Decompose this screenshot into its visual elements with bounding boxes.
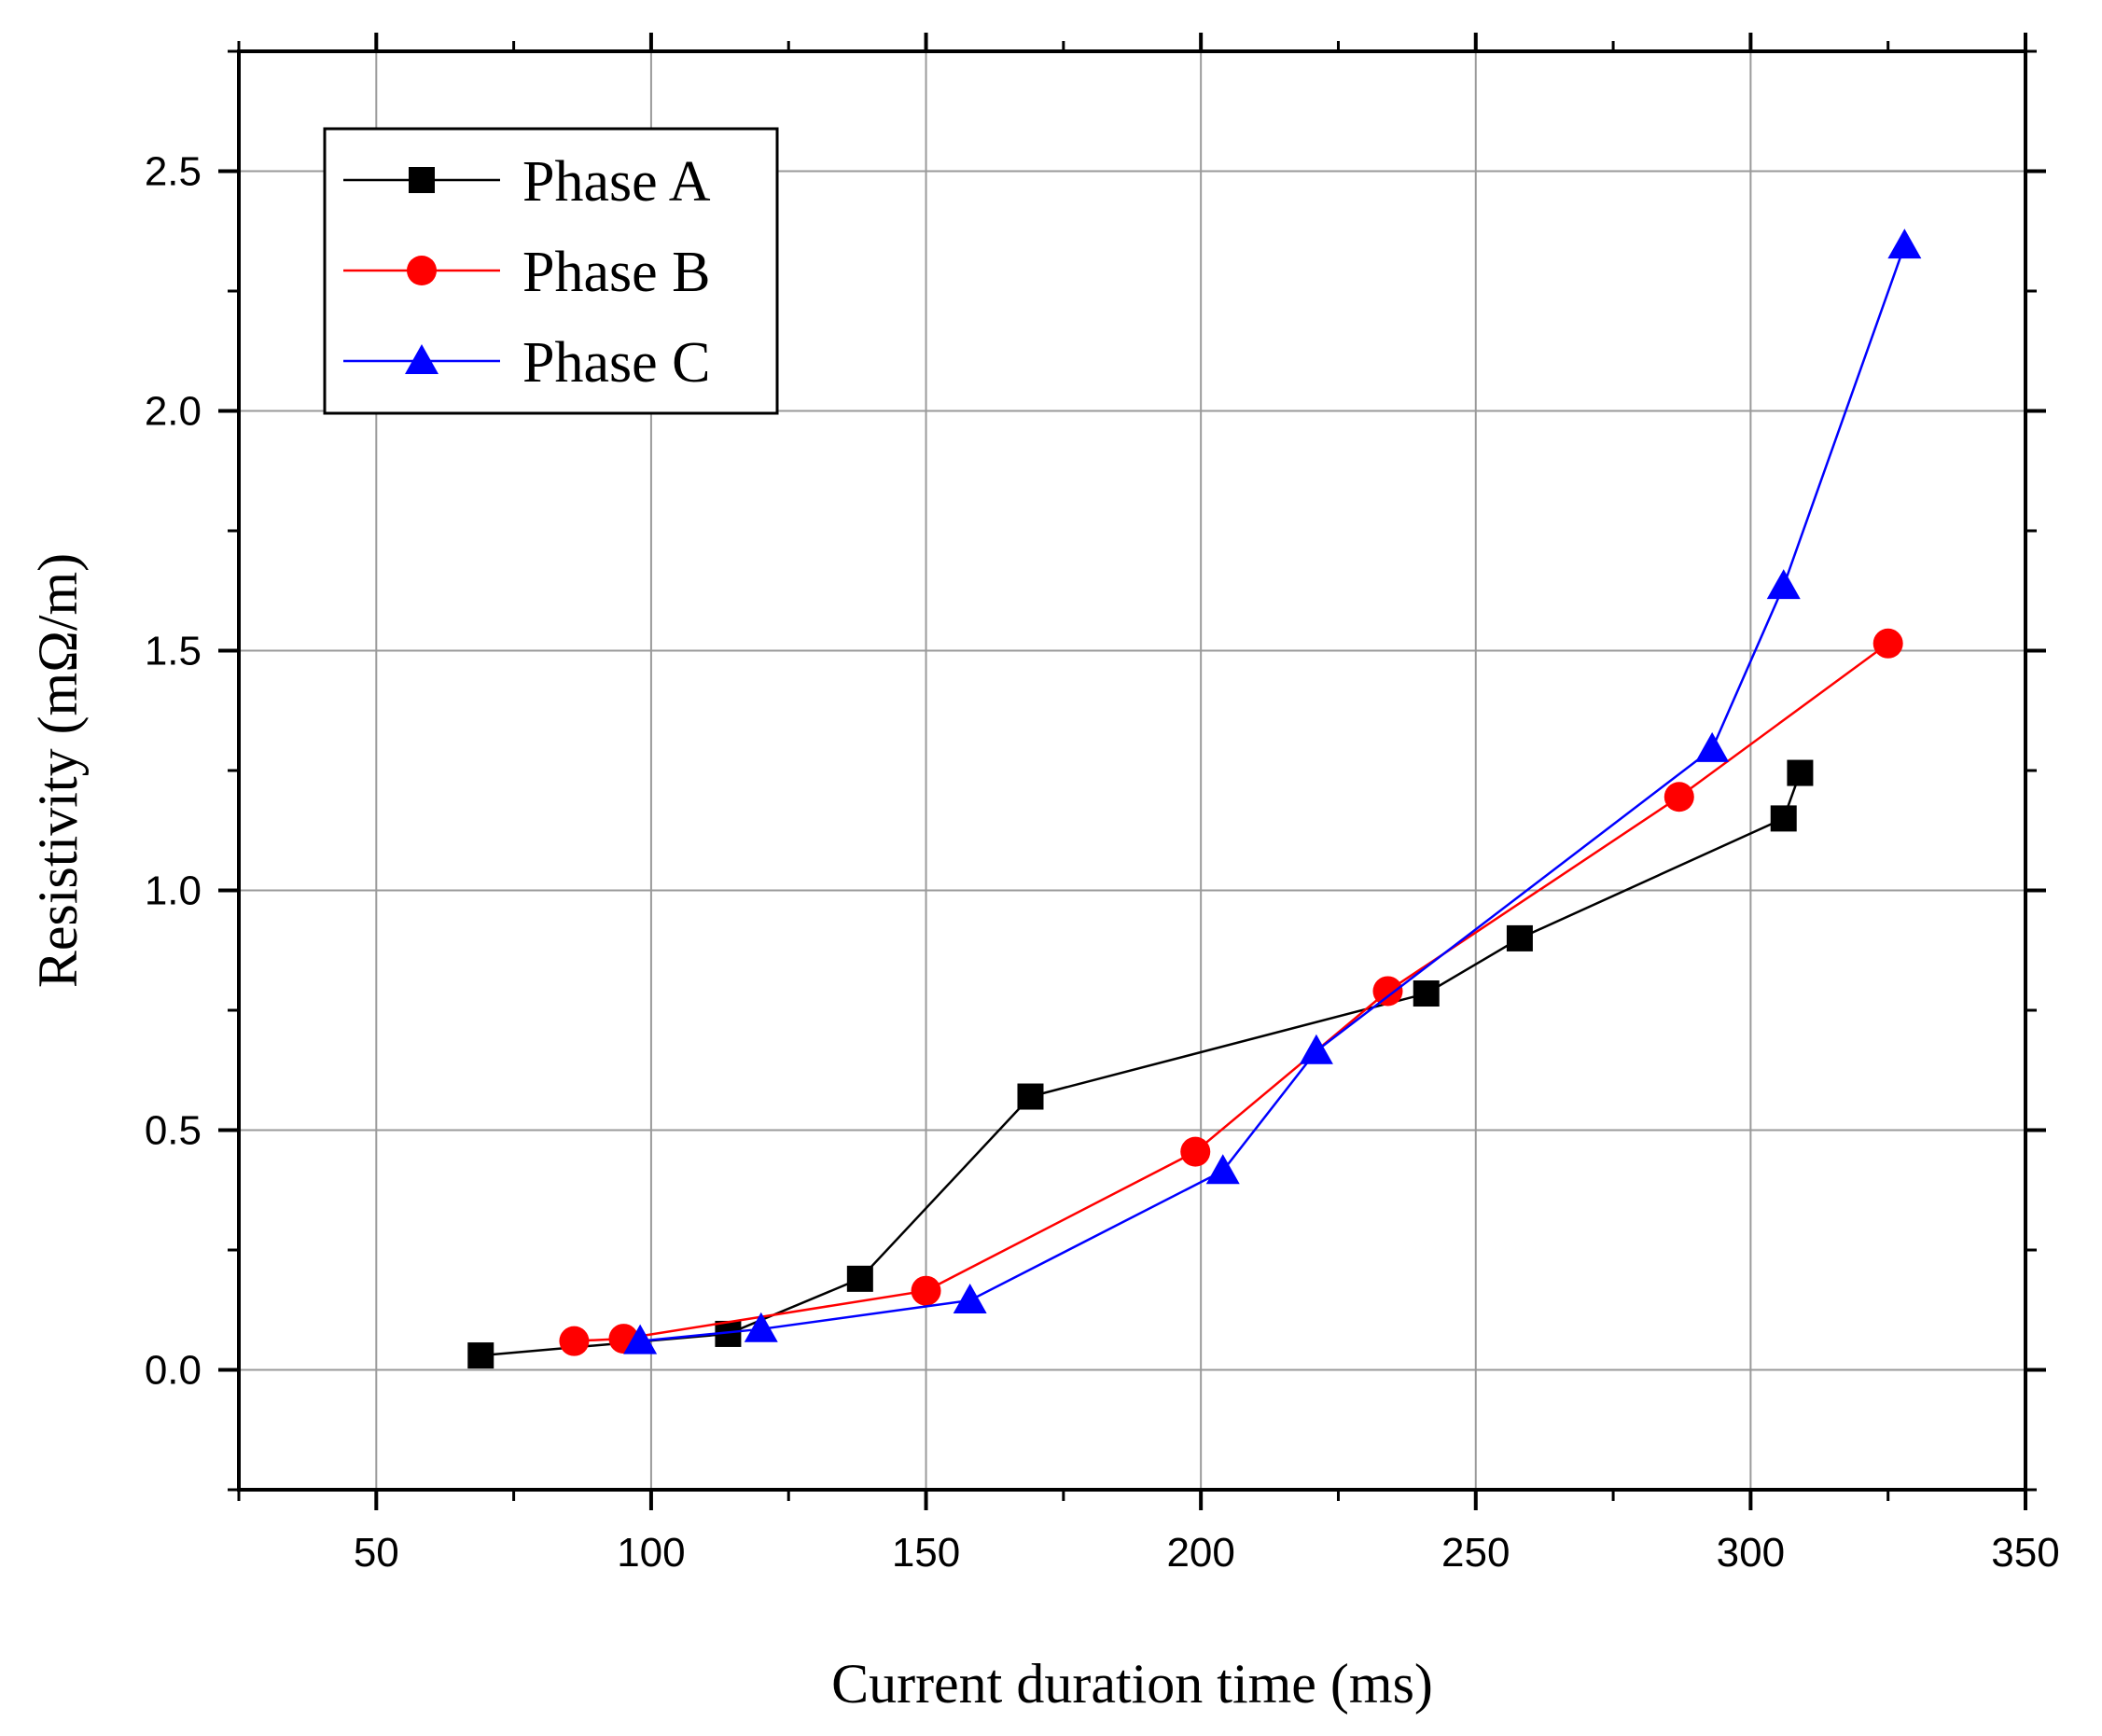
- legend-marker-phase-b: [407, 256, 437, 285]
- phase-a-point: [1770, 805, 1797, 832]
- phase-a-point: [1506, 924, 1533, 951]
- phase-b-point: [1372, 976, 1403, 1007]
- x-axis-title: Current duration time (ms): [831, 1653, 1433, 1715]
- phase-b-point: [1664, 782, 1694, 812]
- phase-c-line: [640, 244, 1906, 1342]
- legend-label-phase-a: Phase A: [522, 150, 711, 214]
- phase-a-point: [846, 1265, 873, 1292]
- phase-c-point: [1299, 1034, 1333, 1064]
- phase-a-point: [1413, 980, 1440, 1007]
- phase-b-point: [1872, 628, 1903, 659]
- y-tick-label: 1.0: [145, 868, 202, 914]
- y-tick-label: 0.5: [145, 1108, 202, 1154]
- phase-b-point: [1180, 1136, 1211, 1167]
- x-tick-label: 200: [1166, 1530, 1234, 1576]
- y-tick-label: 0.0: [145, 1348, 202, 1394]
- phase-a-point: [467, 1342, 494, 1369]
- x-tick-label: 250: [1441, 1530, 1510, 1576]
- phase-c-point: [623, 1324, 658, 1354]
- legend-marker-phase-c: [405, 344, 438, 374]
- legend: Phase A Phase B Phase C: [323, 127, 779, 415]
- legend-label-phase-b: Phase B: [522, 241, 711, 304]
- y-tick-label: 2.5: [145, 149, 202, 195]
- phase-a-line: [480, 772, 1802, 1357]
- phase-c-point: [1887, 229, 1922, 259]
- phase-c-point: [1766, 569, 1801, 600]
- y-tick-label: 1.5: [145, 629, 202, 674]
- phase-a-point: [1017, 1083, 1044, 1110]
- phase-a-point: [1787, 759, 1814, 786]
- phase-b-point: [911, 1275, 941, 1306]
- phase-c-point: [953, 1283, 987, 1313]
- tick-labels: 50 100 150 200 250 300 350 0.0 0.5 1.0 1.5 2.0 2.5: [145, 149, 2060, 1576]
- y-tick-label: 2.0: [145, 389, 202, 435]
- x-tick-label: 300: [1717, 1530, 1785, 1576]
- legend-marker-phase-a: [409, 167, 435, 193]
- x-tick-label: 150: [892, 1530, 960, 1576]
- y-axis-title: Resistivity (mΩ/m): [27, 553, 89, 988]
- x-tick-label: 350: [1991, 1530, 2059, 1576]
- phase-c-point: [1695, 731, 1730, 762]
- x-tick-label: 100: [617, 1530, 685, 1576]
- data-series: [467, 229, 1922, 1369]
- legend-label-phase-c: Phase C: [522, 331, 711, 395]
- phase-b-line: [574, 642, 1889, 1342]
- phase-c-point: [1205, 1154, 1240, 1185]
- axis-ticks: [218, 33, 2046, 1510]
- x-tick-label: 50: [354, 1530, 399, 1576]
- phase-c-point: [744, 1312, 778, 1342]
- phase-b-point: [559, 1326, 590, 1356]
